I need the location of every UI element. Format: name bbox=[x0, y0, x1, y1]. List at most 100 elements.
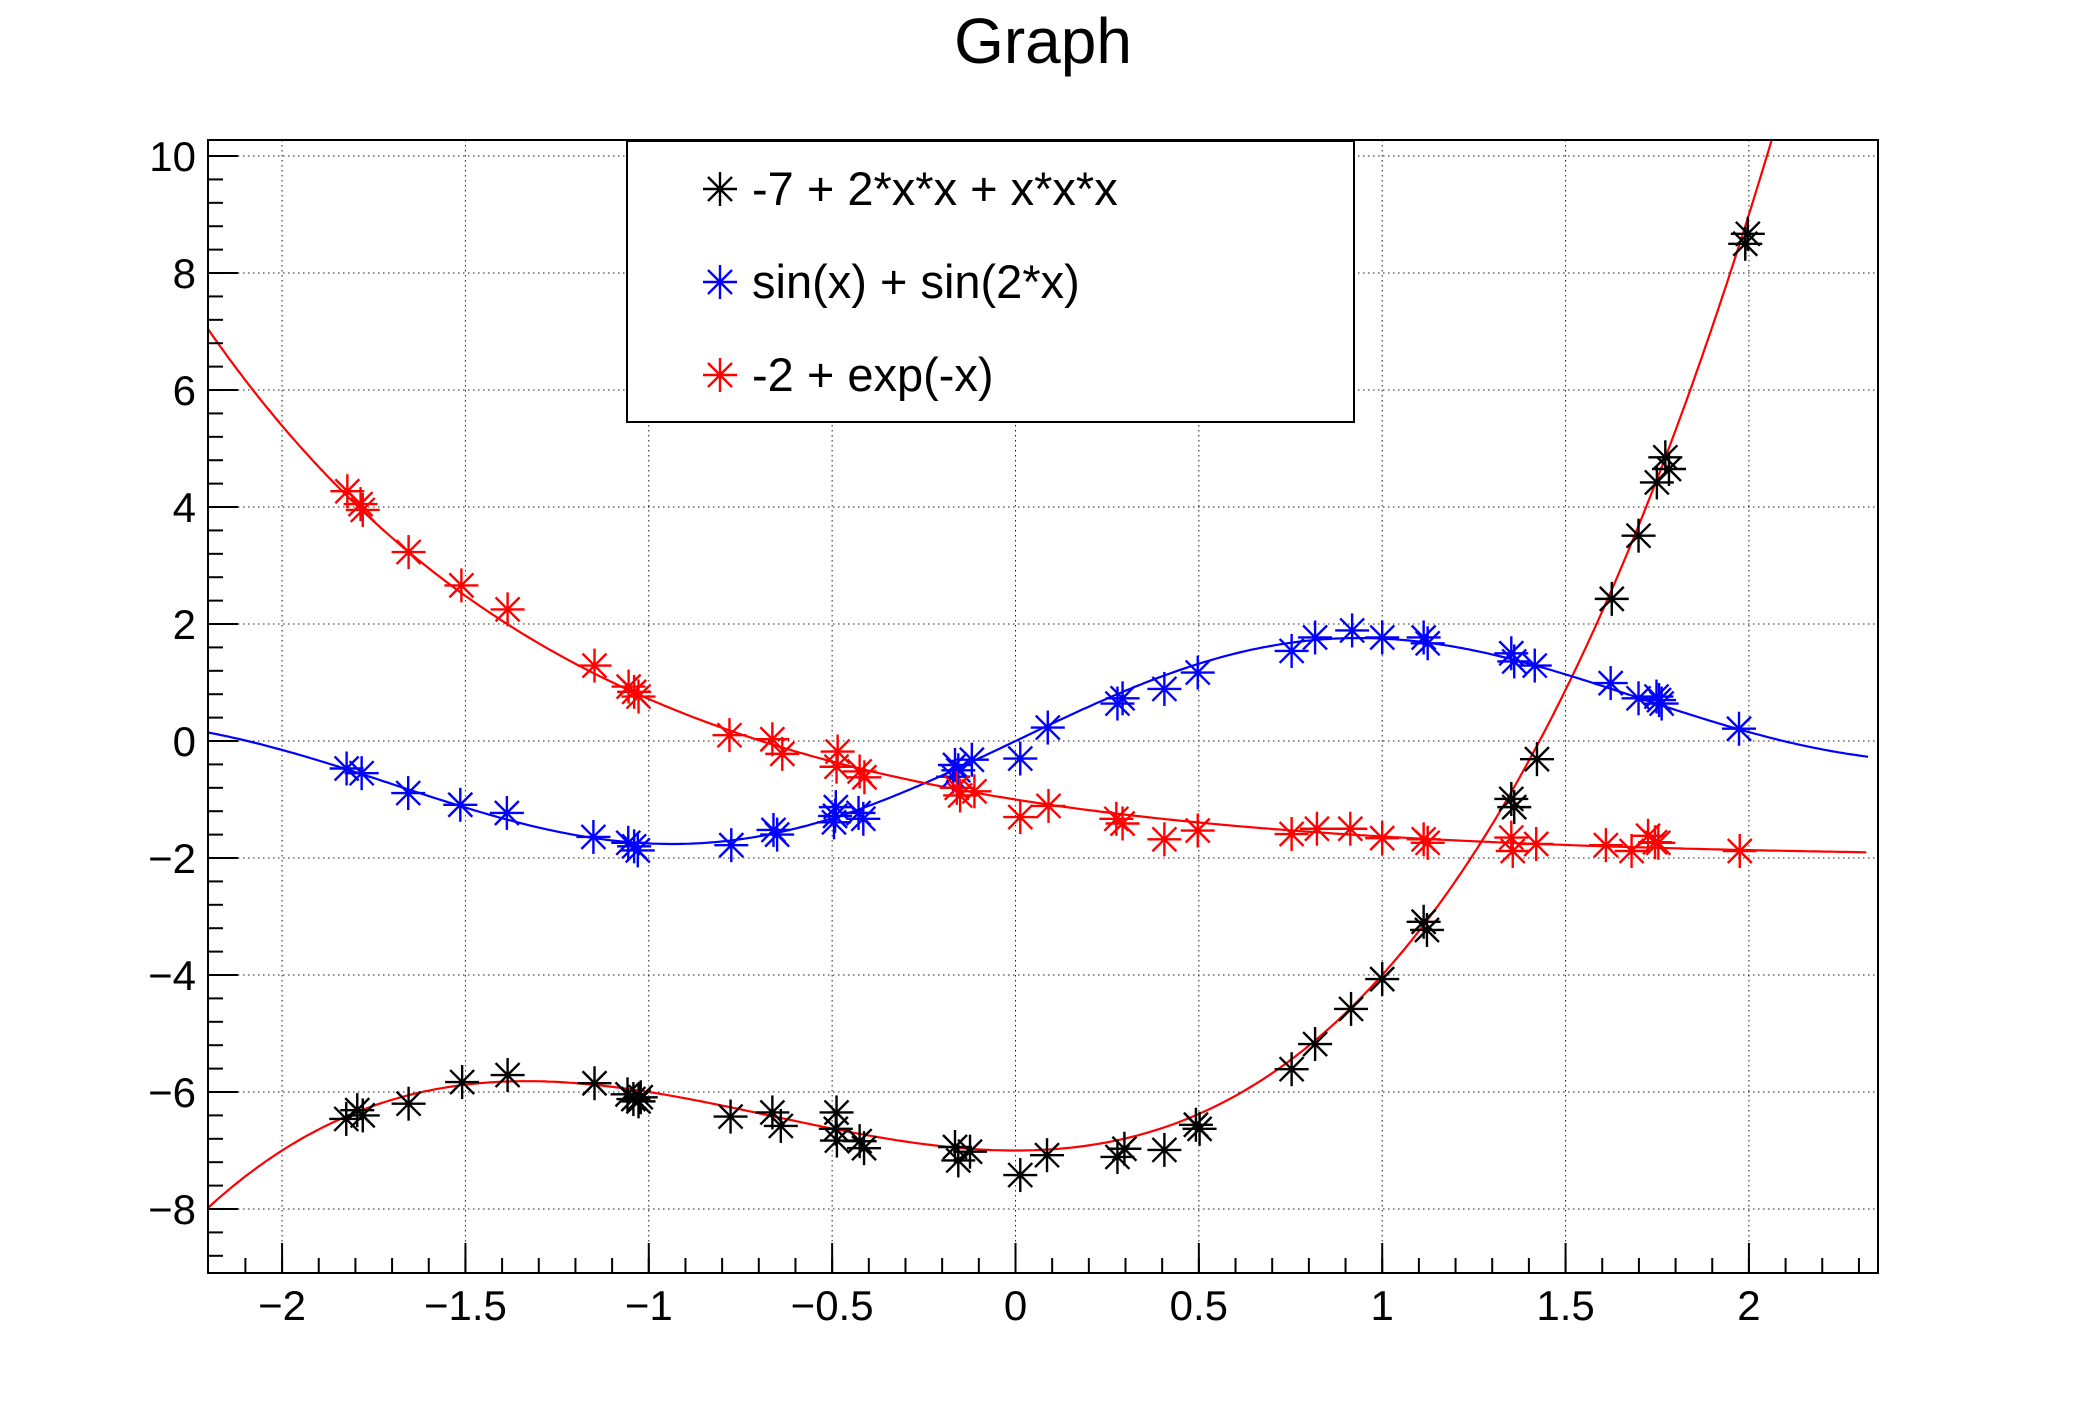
data-point-marker bbox=[577, 648, 612, 683]
data-point-marker bbox=[1365, 620, 1400, 655]
axis-ticks bbox=[208, 155, 1860, 1273]
axis-labels: −2 −1.5 −1 −0.5 0 0.5 1 1.5 2 10 8 6 4 2 0 −2 −4 −6 −8 bbox=[148, 133, 1760, 1329]
series-markers bbox=[330, 474, 1757, 868]
data-point-marker bbox=[391, 1086, 426, 1121]
x-tick-label: −1 bbox=[625, 1282, 673, 1329]
data-point-marker bbox=[1105, 806, 1140, 841]
x-tick-label: 1 bbox=[1371, 1282, 1394, 1329]
x-tick-label: −1.5 bbox=[424, 1282, 507, 1329]
data-point-marker bbox=[623, 1080, 658, 1115]
data-point-marker bbox=[1519, 826, 1554, 861]
data-point-marker bbox=[1497, 790, 1532, 825]
data-point-marker bbox=[1147, 1132, 1182, 1167]
series-markers bbox=[329, 216, 1765, 1193]
data-point-marker bbox=[1031, 788, 1066, 823]
data-point-marker bbox=[1519, 742, 1554, 777]
y-tick-label: 0 bbox=[173, 718, 196, 765]
data-point-marker bbox=[1365, 962, 1400, 997]
data-point-marker bbox=[957, 774, 992, 809]
data-point-marker bbox=[755, 722, 790, 757]
y-tick-label: 4 bbox=[173, 484, 196, 531]
x-tick-label: 2 bbox=[1737, 1282, 1760, 1329]
y-tick-label: 10 bbox=[149, 133, 196, 180]
data-point-marker bbox=[712, 718, 747, 753]
data-point-marker bbox=[846, 801, 881, 836]
data-point-marker bbox=[1030, 710, 1065, 745]
star-marker-icon bbox=[702, 357, 738, 393]
series-markers bbox=[329, 613, 1757, 868]
data-point-marker bbox=[1182, 1111, 1217, 1146]
data-point-marker bbox=[953, 1134, 988, 1169]
data-point-marker bbox=[1180, 655, 1215, 690]
data-point-marker bbox=[576, 819, 611, 854]
legend-box: -7 + 2*x*x + x*x*x sin(x) + sin(2*x) -2 … bbox=[626, 140, 1355, 423]
data-point-marker bbox=[343, 487, 378, 522]
y-tick-label: −2 bbox=[148, 835, 196, 882]
data-point-marker bbox=[1644, 686, 1679, 721]
data-point-marker bbox=[1180, 813, 1215, 848]
data-point-marker bbox=[1003, 741, 1038, 776]
x-tick-label: 0 bbox=[1004, 1282, 1027, 1329]
star-marker-icon bbox=[702, 171, 738, 207]
data-point-marker bbox=[577, 1066, 612, 1101]
data-point-marker bbox=[943, 778, 978, 813]
chart-title: Graph bbox=[954, 5, 1132, 77]
data-point-marker bbox=[1030, 1138, 1065, 1173]
data-point-marker bbox=[1651, 451, 1686, 486]
legend-row: sin(x) + sin(2*x) bbox=[628, 235, 1353, 328]
data-point-marker bbox=[1298, 620, 1333, 655]
fit-curve-1 bbox=[208, 636, 1869, 846]
data-point-marker bbox=[344, 756, 379, 791]
y-tick-label: −8 bbox=[148, 1186, 196, 1233]
data-point-marker bbox=[1299, 811, 1334, 846]
data-point-marker bbox=[1594, 581, 1629, 616]
legend-label-cubic: -7 + 2*x*x + x*x*x bbox=[752, 162, 1118, 215]
data-point-marker bbox=[954, 742, 989, 777]
data-point-marker bbox=[1621, 518, 1656, 553]
data-point-marker bbox=[1730, 216, 1765, 251]
data-point-marker bbox=[941, 1143, 976, 1178]
x-tick-label: 1.5 bbox=[1536, 1282, 1594, 1329]
data-point-marker bbox=[1003, 1158, 1038, 1193]
data-point-marker bbox=[1410, 626, 1445, 661]
legend-row: -2 + exp(-x) bbox=[628, 328, 1353, 421]
data-point-marker bbox=[1409, 912, 1444, 947]
data-point-marker bbox=[819, 749, 854, 784]
data-point-marker bbox=[819, 1123, 854, 1158]
data-point-marker bbox=[765, 736, 800, 771]
data-point-marker bbox=[1722, 711, 1757, 746]
data-point-marker bbox=[621, 1084, 656, 1119]
y-tick-label: 6 bbox=[173, 367, 196, 414]
data-point-marker bbox=[1147, 671, 1182, 706]
data-point-marker bbox=[755, 1095, 790, 1130]
y-tick-label: −6 bbox=[148, 1069, 196, 1116]
data-point-marker bbox=[443, 787, 478, 822]
data-point-marker bbox=[1410, 825, 1445, 860]
data-point-marker bbox=[611, 825, 646, 860]
data-point-marker bbox=[1497, 644, 1532, 679]
legend-label-exp: -2 + exp(-x) bbox=[752, 348, 994, 401]
data-point-marker bbox=[445, 1065, 480, 1100]
data-point-marker bbox=[760, 817, 795, 852]
data-point-marker bbox=[1334, 991, 1369, 1026]
data-point-marker bbox=[1495, 833, 1530, 868]
data-point-marker bbox=[713, 1099, 748, 1134]
data-point-marker bbox=[714, 828, 749, 863]
data-point-marker bbox=[847, 760, 882, 795]
data-point-marker bbox=[330, 474, 365, 509]
data-point-marker bbox=[345, 492, 380, 527]
star-marker-icon bbox=[702, 264, 738, 300]
data-point-marker bbox=[490, 1058, 525, 1093]
y-tick-label: −4 bbox=[148, 952, 196, 999]
data-point-marker bbox=[816, 805, 851, 840]
fit-curve-0 bbox=[208, 140, 1773, 1209]
data-point-marker bbox=[1335, 613, 1370, 648]
data-point-marker bbox=[345, 1098, 380, 1133]
data-point-marker bbox=[616, 1082, 651, 1117]
data-layer bbox=[208, 140, 1869, 1209]
legend-label-sine: sin(x) + sin(2*x) bbox=[752, 255, 1080, 308]
data-point-marker bbox=[1147, 822, 1182, 857]
data-point-marker bbox=[763, 1108, 798, 1143]
